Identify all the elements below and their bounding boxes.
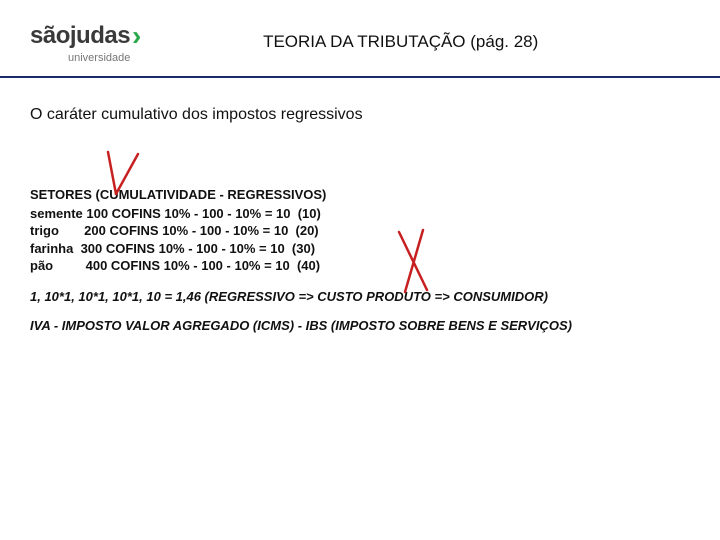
sectors-block: SETORES (CUMULATIVIDADE - REGRESSIVOS) s… [30,186,690,275]
logo-subtext: universidade [68,52,130,64]
slide-header: sãojudas› universidade TEORIA DA TRIBUTA… [0,0,720,78]
slide-subtitle: O caráter cumulativo dos impostos regres… [30,106,690,124]
sector-row: trigo 200 COFINS 10% - 100 - 10% = 10 (2… [30,222,690,240]
sectors-header: SETORES (CUMULATIVIDADE - REGRESSIVOS) [30,186,690,204]
sector-row: farinha 300 COFINS 10% - 100 - 10% = 10 … [30,240,690,258]
logo-sao-text: são [30,22,70,50]
sector-row: pão 400 COFINS 10% - 100 - 10% = 10 (40) [30,257,690,275]
slide-content: O caráter cumulativo dos impostos regres… [0,78,720,333]
slide-title: TEORIA DA TRIBUTAÇÃO (pág. 28) [81,32,720,52]
iva-line: IVA - IMPOSTO VALOR AGREGADO (ICMS) - IB… [30,318,690,333]
sector-row: semente 100 COFINS 10% - 100 - 10% = 10 … [30,205,690,223]
calculation-line: 1, 10*1, 10*1, 10*1, 10 = 1,46 (REGRESSI… [30,289,690,304]
